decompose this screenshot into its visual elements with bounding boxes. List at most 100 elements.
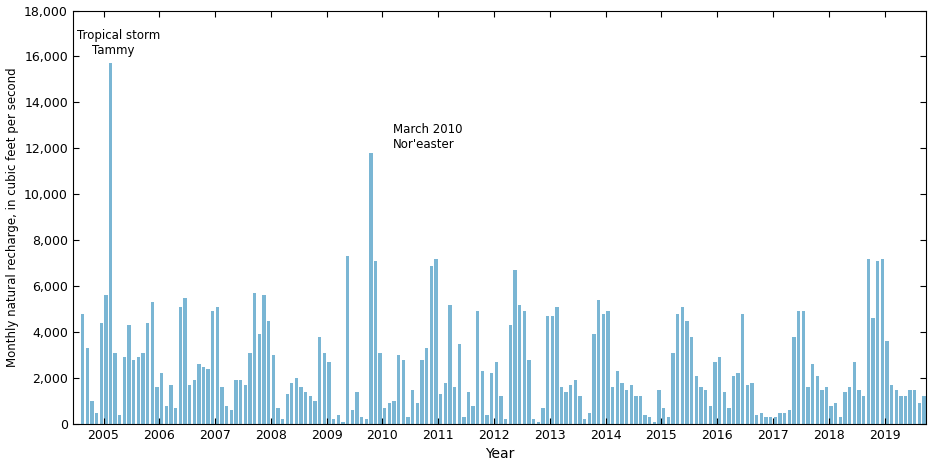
Bar <box>923 396 925 424</box>
Bar <box>114 353 116 424</box>
Bar <box>607 311 610 424</box>
Bar <box>802 311 805 424</box>
Bar <box>402 360 405 424</box>
Bar <box>322 353 326 424</box>
Bar <box>90 401 93 424</box>
Bar <box>137 357 140 424</box>
Bar <box>207 369 210 424</box>
Bar <box>360 417 363 424</box>
Bar <box>146 323 149 424</box>
Bar <box>816 376 819 424</box>
Bar <box>290 382 294 424</box>
Bar <box>336 415 340 424</box>
Bar <box>425 348 429 424</box>
Bar <box>532 419 535 424</box>
Bar <box>783 412 787 424</box>
Bar <box>350 410 354 424</box>
Bar <box>514 270 516 424</box>
Bar <box>378 353 382 424</box>
Bar <box>621 382 624 424</box>
Bar <box>225 406 228 424</box>
Bar <box>467 392 470 424</box>
Bar <box>857 389 861 424</box>
Bar <box>486 415 488 424</box>
Bar <box>876 261 879 424</box>
Bar <box>788 410 791 424</box>
Bar <box>551 316 554 424</box>
Bar <box>913 389 916 424</box>
Bar <box>541 408 544 424</box>
Bar <box>676 314 679 424</box>
Bar <box>229 410 233 424</box>
Bar <box>885 341 888 424</box>
Bar <box>760 412 763 424</box>
Bar <box>239 381 242 424</box>
Bar <box>313 401 317 424</box>
Bar <box>188 385 191 424</box>
Bar <box>657 389 661 424</box>
Bar <box>248 353 252 424</box>
Bar <box>95 412 98 424</box>
Bar <box>829 406 833 424</box>
Bar <box>299 387 303 424</box>
Bar <box>198 364 200 424</box>
Bar <box>881 259 884 424</box>
Bar <box>565 392 568 424</box>
Bar <box>611 387 614 424</box>
Bar <box>792 337 796 424</box>
Bar <box>202 367 205 424</box>
Bar <box>383 408 387 424</box>
Bar <box>374 261 377 424</box>
Bar <box>411 389 415 424</box>
Bar <box>602 314 605 424</box>
Bar <box>318 337 322 424</box>
Bar <box>160 374 163 424</box>
Bar <box>593 334 596 424</box>
Bar <box>736 374 740 424</box>
Bar <box>346 256 350 424</box>
Bar <box>364 419 368 424</box>
Bar <box>128 325 130 424</box>
Bar <box>453 387 457 424</box>
Bar <box>648 417 651 424</box>
Bar <box>420 360 424 424</box>
Bar <box>481 371 484 424</box>
Bar <box>476 311 479 424</box>
Bar <box>509 325 512 424</box>
Bar <box>634 396 637 424</box>
Bar <box>281 419 284 424</box>
Bar <box>100 323 103 424</box>
Bar <box>643 415 647 424</box>
Bar <box>704 389 707 424</box>
Bar <box>597 300 600 424</box>
Bar <box>732 376 735 424</box>
Bar <box>216 307 219 424</box>
Bar <box>671 353 675 424</box>
Bar <box>495 362 498 424</box>
Bar <box>694 376 698 424</box>
Bar <box>825 387 829 424</box>
Y-axis label: Monthly natural recharge, in cubic feet per second: Monthly natural recharge, in cubic feet … <box>6 67 19 367</box>
Bar <box>806 387 810 424</box>
Bar <box>341 422 345 424</box>
Bar <box>174 408 177 424</box>
Bar <box>629 385 633 424</box>
Bar <box>569 385 572 424</box>
Bar <box>500 396 502 424</box>
Bar <box>397 355 401 424</box>
Bar <box>355 392 359 424</box>
Bar <box>746 385 749 424</box>
Bar <box>416 403 419 424</box>
Bar <box>212 311 214 424</box>
Text: Tropical storm
    Tammy: Tropical storm Tammy <box>77 29 160 57</box>
Bar <box>184 297 186 424</box>
Bar <box>504 419 507 424</box>
Bar <box>156 387 158 424</box>
Bar <box>257 334 261 424</box>
Bar <box>871 318 874 424</box>
Bar <box>332 419 336 424</box>
Bar <box>546 316 549 424</box>
Bar <box>904 396 907 424</box>
Bar <box>528 360 530 424</box>
Bar <box>537 422 540 424</box>
